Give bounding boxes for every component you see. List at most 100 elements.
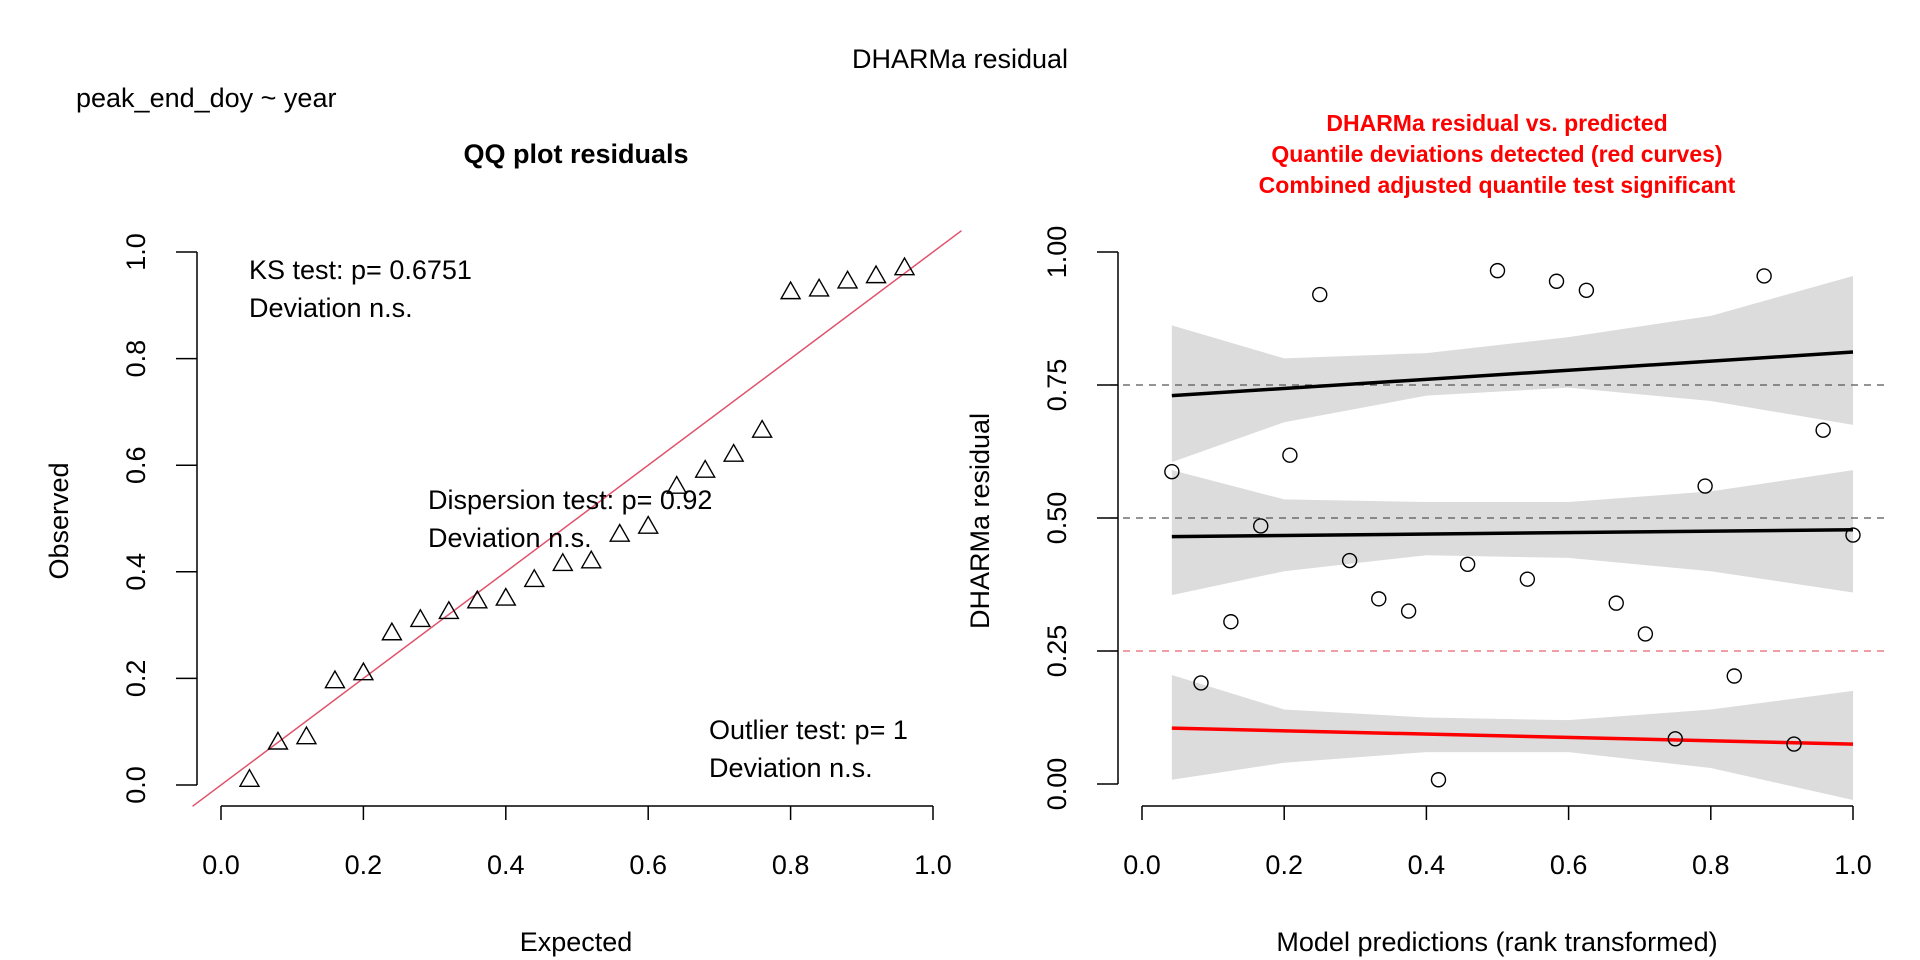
quantile-fit-line	[1171, 726, 1854, 746]
rp-point	[1637, 626, 1654, 642]
qq-point	[609, 523, 631, 542]
dispersion-test-label: Dispersion test: p= 0.92	[428, 485, 712, 515]
qq-y-tick-label: 0.4	[121, 553, 151, 591]
qq-point	[865, 264, 887, 284]
qq-point	[637, 515, 659, 534]
dispersion-deviation-label: Deviation n.s.	[428, 523, 592, 553]
qq-x-tick-label: 1.0	[914, 850, 952, 880]
rp-y-tick-label: 0.75	[1042, 359, 1072, 412]
rp-y-tick-label: 0.25	[1042, 625, 1072, 678]
rp-y-tick-label: 1.00	[1042, 226, 1072, 279]
qq-point	[836, 269, 859, 289]
qq-y-tick-label: 0.2	[121, 660, 151, 698]
rp-point	[1430, 772, 1447, 788]
qq-y-tick-label: 0.8	[121, 340, 151, 378]
quantile-fit-line	[1171, 527, 1854, 539]
qq-plot-panel: QQ plot residuals 0.0 0.2 0.4 0.6 0.8 1.00.00…	[44, 139, 962, 957]
quantile-fit-line	[1171, 350, 1854, 398]
qq-plot-title: QQ plot residuals	[463, 139, 688, 169]
rp-point	[1667, 731, 1683, 747]
qq-point	[751, 419, 773, 438]
qq-y-tick-label: 0.0	[121, 766, 151, 804]
rp-point	[1193, 675, 1209, 691]
ks-deviation-label: Deviation n.s.	[249, 293, 413, 323]
rp-point	[1548, 273, 1565, 289]
qq-point	[438, 600, 460, 620]
qq-point	[466, 589, 489, 609]
qq-x-tick-label: 0.6	[629, 850, 667, 880]
qq-point	[409, 608, 432, 628]
qq-point	[779, 280, 802, 300]
qq-point	[893, 256, 916, 276]
qq-x-tick-label: 0.2	[345, 850, 383, 880]
figure-title: DHARMa residual	[852, 44, 1068, 74]
rp-point	[1253, 518, 1269, 534]
rp-title-line-2: Quantile deviations detected (red curves…	[1271, 141, 1722, 167]
qq-axes: 0.0 0.2 0.4 0.6 0.8 1.0 0.0 0.2 0.4 0.6 0.8 1.0	[121, 233, 952, 880]
rp-point	[1756, 268, 1772, 284]
rp-point	[1312, 286, 1328, 303]
qq-x-tick-label: 0.8	[772, 850, 810, 880]
rp-point	[1341, 552, 1358, 569]
rp-point	[1697, 478, 1713, 494]
qq-point	[295, 725, 318, 745]
qq-point	[552, 552, 574, 572]
qq-point	[523, 568, 545, 588]
qq-point	[808, 277, 830, 297]
qq-y-tick-label: 0.6	[121, 446, 151, 484]
rp-point	[1786, 736, 1802, 752]
rp-xlabel: Model predictions (rank transformed)	[1276, 927, 1717, 957]
qq-point	[665, 475, 688, 494]
rp-point	[1282, 447, 1298, 463]
qq-points	[238, 256, 916, 788]
outlier-deviation-label: Deviation n.s.	[709, 753, 873, 783]
qq-y-tick-label: 1.0	[121, 233, 151, 271]
qq-point	[694, 459, 716, 478]
rp-point	[1578, 282, 1595, 299]
rp-x-tick-label: 0.4	[1408, 850, 1446, 880]
rp-point	[1223, 614, 1239, 630]
rp-point	[1400, 603, 1417, 619]
qq-xlabel: Expected	[520, 927, 633, 957]
rp-point	[1608, 595, 1624, 611]
rp-point	[1845, 527, 1861, 543]
quantile-fit-lines	[1171, 350, 1854, 746]
residual-vs-predicted-panel: DHARMa residual vs. predicted Quantile d…	[965, 110, 1888, 957]
rp-title-line-1: DHARMa residual vs. predicted	[1326, 110, 1667, 136]
rp-x-tick-label: 0.2	[1265, 850, 1303, 880]
qq-point	[580, 549, 602, 569]
qq-point	[238, 768, 261, 788]
rp-points	[1164, 262, 1861, 788]
rp-point	[1726, 668, 1742, 684]
rp-y-tick-label: 0.00	[1042, 758, 1072, 811]
rp-x-tick-label: 0.8	[1692, 850, 1730, 880]
rp-x-tick-label: 1.0	[1834, 850, 1872, 880]
qq-point	[267, 730, 289, 750]
rp-ylabel: DHARMa residual	[965, 413, 995, 629]
rp-title-line-3: Combined adjusted quantile test signific…	[1259, 172, 1736, 198]
outlier-test-label: Outlier test: p= 1	[709, 715, 908, 745]
qq-point	[722, 443, 745, 462]
qq-x-tick-label: 0.0	[202, 850, 240, 880]
qq-point	[324, 669, 346, 689]
quantile-band	[1171, 275, 1853, 463]
ks-test-label: KS test: p= 0.6751	[249, 255, 472, 285]
rp-point	[1371, 591, 1387, 607]
model-formula: peak_end_doy ~ year	[76, 83, 336, 113]
qq-point	[381, 621, 403, 641]
rp-point	[1519, 571, 1536, 587]
qq-reference-line	[192, 230, 962, 807]
rp-point	[1489, 262, 1506, 279]
rp-point	[1164, 464, 1180, 480]
rp-point	[1815, 422, 1831, 438]
qq-x-tick-label: 0.4	[487, 850, 525, 880]
rp-y-tick-label: 0.50	[1042, 492, 1072, 545]
quantile-confidence-bands	[1171, 275, 1853, 800]
rp-axes: 0.0 0.2 0.4 0.6 0.8 1.0 0.00 0.25 0.50 0.75 1.00	[1042, 226, 1872, 880]
qq-point	[352, 661, 375, 681]
rp-x-tick-label: 0.0	[1123, 850, 1161, 880]
qq-ylabel: Observed	[44, 462, 74, 579]
rp-point	[1459, 556, 1476, 572]
rp-x-tick-label: 0.6	[1550, 850, 1588, 880]
